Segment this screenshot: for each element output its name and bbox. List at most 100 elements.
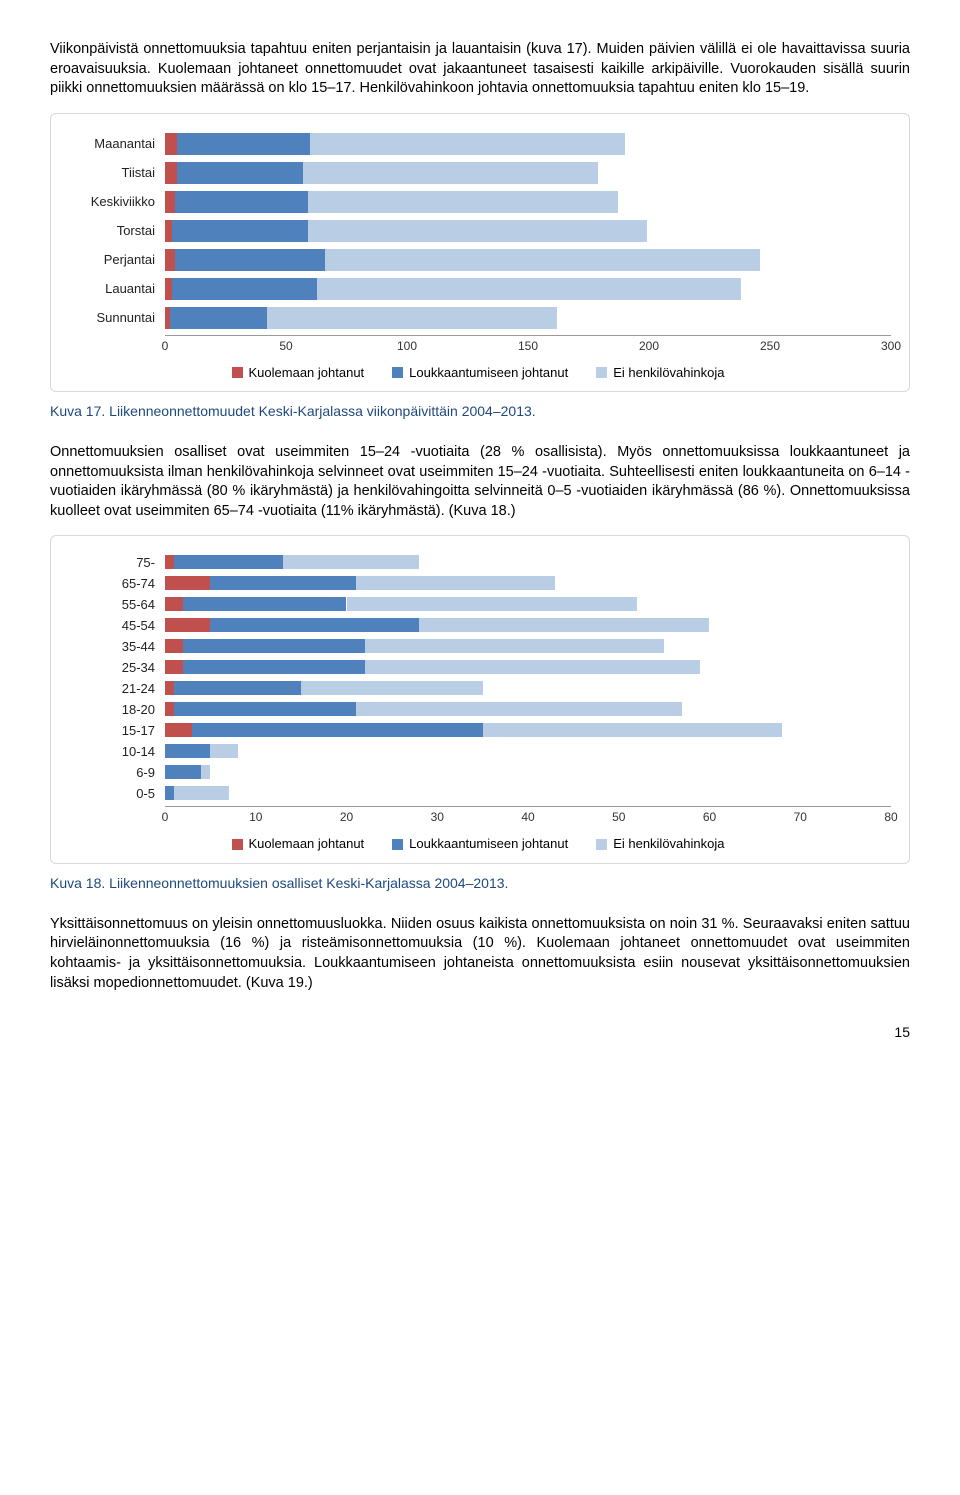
legend-item: Loukkaantumiseen johtanut — [392, 364, 568, 382]
bar-segment — [165, 681, 174, 695]
category-label: Lauantai — [65, 280, 165, 298]
chart-row: Sunnuntai — [65, 305, 891, 331]
category-label: 35-44 — [65, 638, 165, 656]
bar-segment — [165, 191, 175, 213]
bar-segment — [183, 660, 365, 674]
axis-tick: 150 — [518, 338, 538, 354]
bar-segment — [317, 278, 741, 300]
chart-row: 25-34 — [65, 658, 891, 676]
bar-segment — [165, 639, 183, 653]
legend-item: Loukkaantumiseen johtanut — [392, 835, 568, 853]
category-label: 15-17 — [65, 722, 165, 740]
legend-swatch — [596, 367, 607, 378]
axis-tick: 0 — [162, 809, 169, 825]
legend-item: Ei henkilövahinkoja — [596, 835, 724, 853]
category-label: 45-54 — [65, 617, 165, 635]
chart-row: 18-20 — [65, 700, 891, 718]
axis-tick: 40 — [521, 809, 534, 825]
axis-tick: 70 — [794, 809, 807, 825]
bar-segment — [419, 618, 709, 632]
axis-tick: 0 — [162, 338, 169, 354]
chart-row: Tiistai — [65, 160, 891, 186]
chart-row: Maanantai — [65, 131, 891, 157]
chart-row: Perjantai — [65, 247, 891, 273]
bar-segment — [303, 162, 598, 184]
axis-tick: 60 — [703, 809, 716, 825]
chart-17: MaanantaiTiistaiKeskiviikkoTorstaiPerjan… — [50, 113, 910, 393]
legend-swatch — [232, 839, 243, 850]
chart-row: 75- — [65, 553, 891, 571]
chart-row: Torstai — [65, 218, 891, 244]
chart-row: 21-24 — [65, 679, 891, 697]
category-label: 25-34 — [65, 659, 165, 677]
bar-segment — [174, 702, 356, 716]
bar-segment — [174, 681, 301, 695]
bar-segment — [210, 576, 355, 590]
chart-row: 55-64 — [65, 595, 891, 613]
axis-tick: 50 — [279, 338, 292, 354]
bar-segment — [165, 744, 210, 758]
axis-tick: 200 — [639, 338, 659, 354]
chart-row: 10-14 — [65, 742, 891, 760]
category-label: 18-20 — [65, 701, 165, 719]
bar-segment — [165, 702, 174, 716]
bar-segment — [170, 307, 267, 329]
paragraph-2: Onnettomuuksien osalliset ovat useimmite… — [50, 443, 910, 521]
bar-segment — [483, 723, 782, 737]
category-label: 10-14 — [65, 743, 165, 761]
axis-tick: 100 — [397, 338, 417, 354]
paragraph-1: Viikonpäivistä onnettomuuksia tapahtuu e… — [50, 40, 910, 99]
chart-row: Lauantai — [65, 276, 891, 302]
chart-row: 6-9 — [65, 763, 891, 781]
axis-tick: 30 — [431, 809, 444, 825]
bar-segment — [356, 576, 556, 590]
bar-segment — [174, 555, 283, 569]
legend-label: Ei henkilövahinkoja — [613, 364, 724, 382]
bar-segment — [325, 249, 761, 271]
chart-row: 45-54 — [65, 616, 891, 634]
bar-segment — [183, 597, 346, 611]
bar-segment — [172, 278, 317, 300]
chart-row: 65-74 — [65, 574, 891, 592]
legend-swatch — [392, 839, 403, 850]
legend-label: Loukkaantumiseen johtanut — [409, 835, 568, 853]
bar-segment — [210, 618, 419, 632]
bar-segment — [165, 249, 175, 271]
chart-row: 35-44 — [65, 637, 891, 655]
axis-tick: 300 — [881, 338, 901, 354]
legend-label: Loukkaantumiseen johtanut — [409, 364, 568, 382]
category-label: 0-5 — [65, 785, 165, 803]
category-label: 75- — [65, 554, 165, 572]
bar-segment — [165, 555, 174, 569]
bar-segment — [165, 723, 192, 737]
axis-tick: 10 — [249, 809, 262, 825]
category-label: 65-74 — [65, 575, 165, 593]
bar-segment — [175, 191, 308, 213]
paragraph-3: Yksittäisonnettomuus on yleisin onnettom… — [50, 915, 910, 993]
bar-segment — [165, 133, 177, 155]
legend-label: Ei henkilövahinkoja — [613, 835, 724, 853]
legend-label: Kuolemaan johtanut — [249, 364, 365, 382]
bar-segment — [365, 639, 664, 653]
bar-segment — [210, 744, 237, 758]
category-label: Tiistai — [65, 164, 165, 182]
bar-segment — [165, 765, 201, 779]
caption-18: Kuva 18. Liikenneonnettomuuksien osallis… — [50, 874, 910, 893]
chart-row: 0-5 — [65, 784, 891, 802]
bar-segment — [174, 786, 228, 800]
axis-tick: 80 — [884, 809, 897, 825]
bar-segment — [192, 723, 482, 737]
bar-segment — [310, 133, 625, 155]
category-label: Sunnuntai — [65, 309, 165, 327]
category-label: Perjantai — [65, 251, 165, 269]
bar-segment — [175, 249, 325, 271]
bar-segment — [283, 555, 419, 569]
category-label: Torstai — [65, 222, 165, 240]
legend-swatch — [392, 367, 403, 378]
chart-legend: Kuolemaan johtanut Loukkaantumiseen johta… — [65, 364, 891, 382]
axis-tick: 250 — [760, 338, 780, 354]
bar-segment — [165, 786, 174, 800]
bar-segment — [165, 162, 177, 184]
category-label: 55-64 — [65, 596, 165, 614]
legend-item: Ei henkilövahinkoja — [596, 364, 724, 382]
